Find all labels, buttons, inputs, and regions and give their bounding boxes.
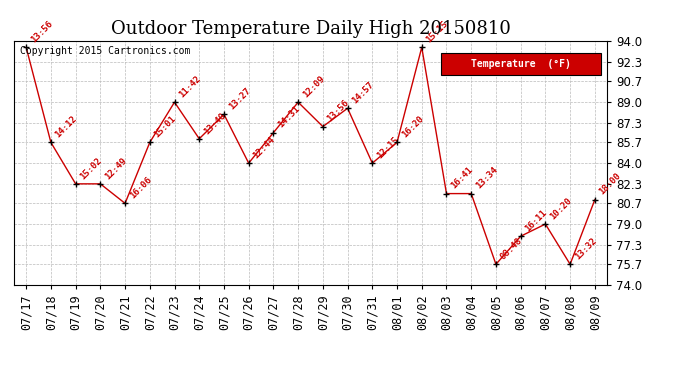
Text: 16:06: 16:06 bbox=[128, 175, 153, 201]
Text: 11:42: 11:42 bbox=[177, 74, 203, 99]
Text: 18:00: 18:00 bbox=[598, 171, 623, 197]
Text: 16:20: 16:20 bbox=[400, 114, 425, 140]
Text: 16:41: 16:41 bbox=[449, 165, 475, 191]
Text: 14:57: 14:57 bbox=[351, 80, 376, 105]
Text: 08:48: 08:48 bbox=[499, 236, 524, 261]
Bar bbox=[441, 54, 601, 75]
Text: 13:27: 13:27 bbox=[227, 86, 252, 112]
Title: Outdoor Temperature Daily High 20150810: Outdoor Temperature Daily High 20150810 bbox=[110, 20, 511, 38]
Text: 15:02: 15:02 bbox=[79, 156, 103, 181]
Text: 16:11: 16:11 bbox=[524, 208, 549, 234]
Text: Copyright 2015 Cartronics.com: Copyright 2015 Cartronics.com bbox=[20, 46, 190, 56]
Text: 10:20: 10:20 bbox=[548, 196, 573, 221]
Text: 12:15: 12:15 bbox=[375, 135, 400, 160]
Text: 12:09: 12:09 bbox=[301, 74, 326, 99]
Text: 14:12: 14:12 bbox=[54, 114, 79, 140]
Text: 15:01: 15:01 bbox=[152, 114, 178, 140]
Text: 13:34: 13:34 bbox=[474, 165, 500, 191]
Text: 12:49: 12:49 bbox=[103, 156, 128, 181]
Text: 15:15: 15:15 bbox=[424, 19, 450, 45]
Text: 14:31: 14:31 bbox=[276, 105, 302, 130]
Text: 13:40: 13:40 bbox=[202, 111, 228, 136]
Text: 13:56: 13:56 bbox=[326, 98, 351, 124]
Text: 13:56: 13:56 bbox=[29, 19, 55, 45]
Text: 12:44: 12:44 bbox=[251, 135, 277, 160]
Text: Temperature  (°F): Temperature (°F) bbox=[471, 59, 571, 69]
Text: 13:32: 13:32 bbox=[573, 236, 598, 261]
